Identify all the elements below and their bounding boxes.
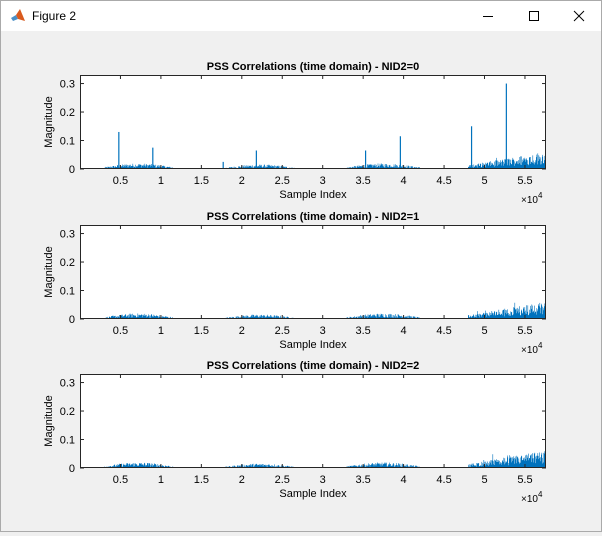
x-exponent-label: ×10: [521, 195, 538, 206]
x-tick-label: 0.5: [113, 325, 128, 337]
axes-box: [80, 374, 546, 468]
x-tick-label: 4: [401, 474, 407, 486]
x-tick-label: 3: [320, 325, 326, 337]
x-tick-label: 3.5: [356, 474, 371, 486]
y-tick-label: 0.3: [60, 378, 75, 390]
x-tick-label: 5.5: [517, 474, 532, 486]
matlab-icon: [11, 9, 25, 21]
axes-box: [80, 75, 546, 169]
y-tick-label: 0.2: [60, 257, 75, 269]
window-title: Figure 2: [32, 9, 77, 23]
x-exponent-power: 4: [538, 191, 543, 200]
close-button[interactable]: [556, 1, 602, 31]
y-tick-label: 0.2: [60, 107, 75, 119]
y-tick-label: 0.3: [60, 79, 75, 91]
y-tick-label: 0.1: [60, 286, 75, 298]
x-tick-label: 5.5: [517, 325, 532, 337]
y-tick-label: 0.1: [60, 435, 75, 447]
x-tick-label: 2.5: [275, 175, 290, 187]
y-tick-label: 0.3: [60, 229, 75, 241]
y-tick-label: 0.2: [60, 406, 75, 418]
x-tick-label: 1.5: [194, 325, 209, 337]
x-tick-label: 2.5: [275, 325, 290, 337]
x-tick-label: 5.5: [517, 175, 532, 187]
x-tick-label: 4: [401, 175, 407, 187]
x-tick-label: 4: [401, 325, 407, 337]
subplot-1: PSS Correlations (time domain) - NID2=0 0…: [43, 61, 546, 206]
close-icon: [573, 10, 585, 22]
axes-box: [80, 225, 546, 319]
x-tick-label: 3: [320, 474, 326, 486]
x-exponent-power: 4: [538, 490, 543, 499]
x-exponent-power: 4: [538, 341, 543, 350]
x-tick-label: 1.5: [194, 175, 209, 187]
x-tick-label: 4.5: [436, 325, 451, 337]
y-axis-label: Magnitude: [43, 395, 55, 446]
x-tick-label: 5: [481, 325, 487, 337]
x-tick-label: 2: [239, 474, 245, 486]
title-bar[interactable]: Figure 2: [1, 1, 601, 31]
x-tick-label: 1.5: [194, 474, 209, 486]
subplot-2: PSS Correlations (time domain) - NID2=1 0…: [43, 211, 546, 356]
chart-title: PSS Correlations (time domain) - NID2=0: [207, 61, 419, 73]
y-tick-label: 0.1: [60, 136, 75, 148]
maximize-icon: [529, 11, 539, 21]
x-exponent-label: ×10: [521, 494, 538, 505]
y-tick-label: 0: [69, 164, 75, 176]
x-tick-label: 5: [481, 175, 487, 187]
x-tick-label: 1: [158, 474, 164, 486]
x-exponent-label: ×10: [521, 345, 538, 356]
x-tick-label: 2.5: [275, 474, 290, 486]
x-tick-label: 1: [158, 175, 164, 187]
y-tick-label: 0: [69, 463, 75, 475]
plot-area[interactable]: [80, 374, 546, 468]
chart-title: PSS Correlations (time domain) - NID2=2: [207, 360, 419, 372]
x-tick-label: 3: [320, 175, 326, 187]
plot-area[interactable]: [80, 75, 546, 169]
x-axis-label: Sample Index: [279, 189, 347, 201]
x-tick-label: 5: [481, 474, 487, 486]
x-tick-label: 4.5: [436, 474, 451, 486]
chart-title: PSS Correlations (time domain) - NID2=1: [207, 211, 419, 223]
plot-area[interactable]: [80, 225, 546, 319]
x-tick-label: 2: [239, 325, 245, 337]
figure-canvas: PSS Correlations (time domain) - NID2=0 0…: [1, 31, 601, 531]
y-tick-label: 0: [69, 314, 75, 326]
minimize-button[interactable]: [465, 1, 511, 31]
subplot-3: PSS Correlations (time domain) - NID2=2 0…: [43, 360, 546, 505]
x-tick-label: 3.5: [356, 325, 371, 337]
x-tick-label: 2: [239, 175, 245, 187]
x-tick-label: 1: [158, 325, 164, 337]
figure-plots: PSS Correlations (time domain) - NID2=0 0…: [43, 61, 546, 505]
y-axis-label: Magnitude: [43, 96, 55, 147]
maximize-button[interactable]: [511, 1, 557, 31]
y-axis-label: Magnitude: [43, 246, 55, 297]
x-tick-label: 0.5: [113, 175, 128, 187]
x-axis-label: Sample Index: [279, 488, 347, 500]
x-tick-label: 0.5: [113, 474, 128, 486]
minimize-icon: [483, 16, 493, 17]
x-axis-label: Sample Index: [279, 339, 347, 351]
x-tick-label: 3.5: [356, 175, 371, 187]
x-tick-label: 4.5: [436, 175, 451, 187]
